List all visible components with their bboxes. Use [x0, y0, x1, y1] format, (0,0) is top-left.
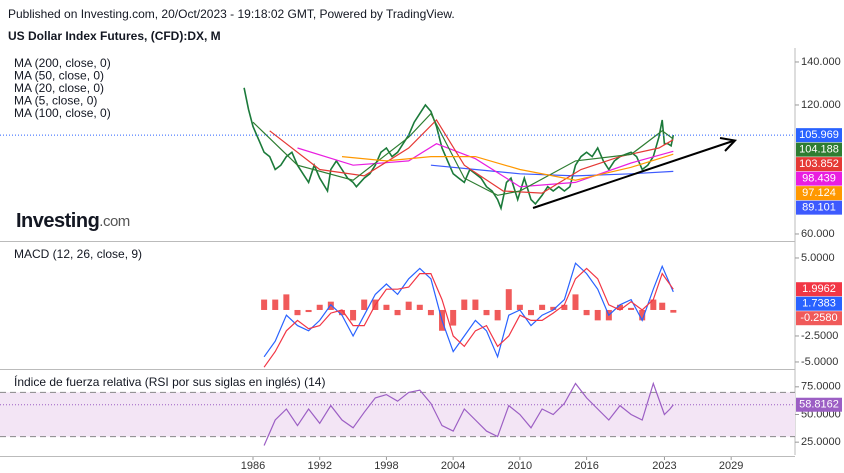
x-tick-label: 2010 [508, 460, 532, 472]
histogram-bar [283, 294, 290, 310]
legend-entry: MA (50, close, 0) [14, 69, 104, 83]
x-tick-label: 2016 [574, 460, 598, 472]
histogram-bar [594, 309, 601, 321]
histogram-bar [639, 309, 646, 321]
histogram-bar [572, 294, 579, 310]
y-tick-label: -5.0000 [801, 356, 838, 368]
value-tag [796, 142, 842, 157]
value-tag [796, 171, 842, 186]
histogram-bar [427, 309, 434, 316]
y-tick-label: 25.0000 [801, 436, 841, 448]
panel-title: Índice de fuerza relativa (RSI por sus s… [14, 374, 325, 389]
histogram-bar [450, 309, 457, 326]
value-tag [796, 282, 842, 297]
histogram-bar [494, 309, 501, 321]
series-line [263, 262, 674, 359]
y-tick-label: -2.5000 [801, 330, 838, 342]
series-line [243, 87, 675, 211]
trend-line [532, 140, 734, 209]
histogram-bar [272, 299, 279, 310]
histogram-bar [361, 299, 368, 310]
value-tag-label: 103.852 [799, 158, 839, 170]
value-tag-label: 98.439 [802, 173, 836, 185]
histogram-bar [616, 304, 623, 310]
logo: Investing.com [16, 210, 130, 232]
value-tag-label: -0.2580 [800, 312, 837, 324]
histogram-bar [670, 309, 677, 313]
legend-entry: MA (200, close, 0) [14, 56, 111, 70]
value-tag-label: 1.7383 [802, 298, 836, 310]
histogram-bar [461, 299, 468, 310]
value-tag [796, 296, 842, 311]
x-tick-label: 1998 [374, 460, 398, 472]
y-tick-label: 140.000 [801, 56, 841, 68]
y-tick-label: 5.0000 [801, 252, 835, 264]
histogram-bar [659, 302, 666, 310]
histogram-bar [583, 309, 590, 316]
y-tick-label: 120.000 [801, 99, 841, 111]
value-tag [796, 397, 842, 412]
x-tick-label: 2004 [441, 460, 465, 472]
legend-entry: MA (20, close, 0) [14, 81, 104, 95]
histogram-bar [338, 309, 345, 316]
histogram-bar [505, 289, 512, 310]
histogram-bar [294, 309, 301, 316]
histogram-bar [472, 299, 479, 310]
value-tag-label: 89.101 [802, 202, 836, 214]
value-tag-label: 104.188 [799, 144, 839, 156]
value-tag [796, 157, 842, 172]
value-tag-label: 105.969 [799, 129, 839, 141]
x-tick-label: 1986 [241, 460, 265, 472]
series-line [263, 381, 674, 446]
value-tag-label: 58.8162 [799, 399, 839, 411]
histogram-bar [394, 309, 401, 316]
x-tick-label: 1992 [307, 460, 331, 472]
histogram-bar [383, 304, 390, 310]
panel [0, 381, 795, 446]
histogram-bar [528, 309, 535, 316]
value-tag [796, 311, 842, 326]
y-tick-label: 60.000 [801, 228, 835, 240]
y-tick-label: 75.0000 [801, 381, 841, 393]
x-tick-label: 2029 [719, 460, 743, 472]
histogram-bar [539, 304, 546, 310]
histogram-bar [550, 306, 557, 310]
panel [261, 262, 677, 368]
histogram-bar [483, 309, 490, 316]
panel [243, 87, 675, 211]
histogram-bar [316, 304, 323, 310]
chart-title: US Dollar Index Futures, (CFD):DX, M [8, 29, 221, 43]
value-tag [796, 200, 842, 215]
value-tag [796, 128, 842, 143]
value-tag-label: 1.9962 [802, 283, 836, 295]
logo-name: Investing [16, 210, 99, 232]
value-tag-label: 97.124 [802, 187, 836, 199]
histogram-bar [305, 309, 312, 313]
logo-suffix: .com [99, 213, 130, 230]
histogram-bar [416, 304, 423, 310]
histogram-bar [516, 304, 523, 310]
level-band [0, 392, 795, 437]
histogram-bar [350, 309, 357, 321]
histogram-bar [261, 299, 268, 310]
series-line [252, 112, 674, 196]
plots [0, 87, 795, 446]
published-note: Published on Investing.com, 20/Oct/2023 … [8, 7, 455, 21]
histogram-bar [650, 299, 657, 310]
trend-arrow-head [719, 137, 738, 152]
histogram-bar [327, 301, 334, 310]
x-tick-label: 2023 [652, 460, 676, 472]
histogram-bar [628, 307, 635, 310]
panel-title: MACD (12, 26, close, 9) [14, 247, 142, 261]
legend-entry: MA (5, close, 0) [14, 93, 97, 107]
value-tag [796, 186, 842, 201]
legend-entry: MA (100, close, 0) [14, 106, 111, 120]
series-line [263, 267, 674, 368]
series-line [297, 143, 674, 188]
histogram-bar [561, 304, 568, 310]
series-line [341, 153, 674, 181]
histogram-bar [405, 301, 412, 310]
